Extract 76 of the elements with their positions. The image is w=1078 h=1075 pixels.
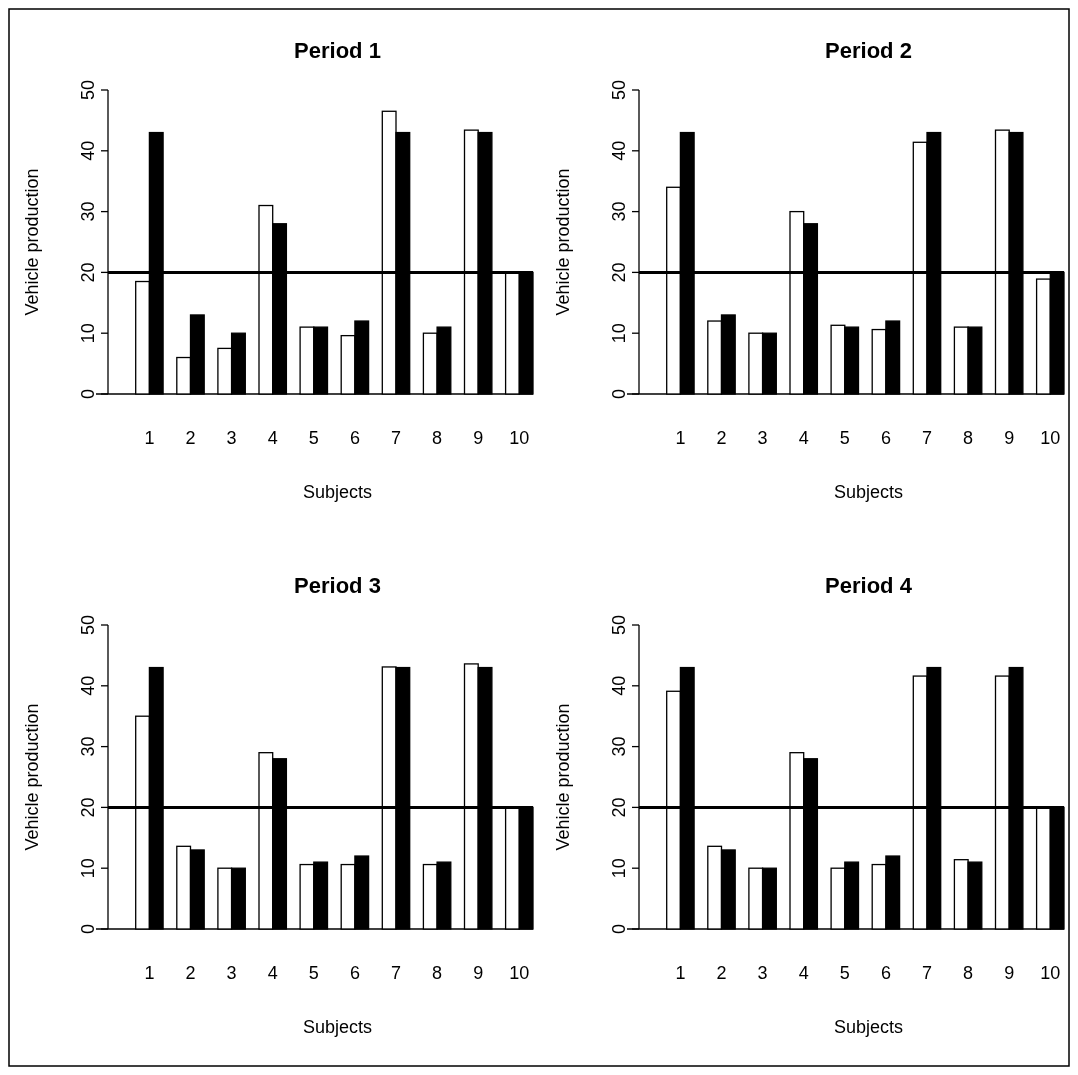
chart-title: Period 1 [294, 38, 381, 63]
y-tick-label: 0 [78, 388, 98, 400]
y-tick-label: 50 [78, 614, 98, 636]
y-tick-label: 40 [609, 140, 629, 161]
x-tick-label: 6 [880, 428, 891, 448]
x-tick-label: 10 [509, 428, 530, 448]
x-tick-label: 4 [798, 963, 809, 983]
x-tick-label: 5 [308, 428, 319, 448]
x-tick-label: 3 [757, 963, 768, 983]
y-tick-label: 50 [609, 614, 629, 636]
y-tick-label: 30 [609, 736, 629, 757]
x-tick-label: 2 [716, 428, 727, 448]
x-tick-label: 1 [144, 963, 155, 983]
y-tick-label: 50 [78, 79, 98, 101]
y-tick-label: 0 [78, 923, 98, 935]
x-tick-label: 5 [839, 428, 850, 448]
x-tick-label: 1 [675, 428, 686, 448]
x-tick-label: 6 [880, 963, 891, 983]
x-tick-label: 3 [226, 963, 237, 983]
x-axis-title: Subjects [833, 1017, 904, 1037]
y-tick-label: 0 [609, 388, 629, 400]
x-tick-label: 8 [963, 428, 974, 448]
x-tick-label: 1 [144, 428, 155, 448]
x-tick-label: 7 [390, 428, 402, 448]
x-tick-label: 10 [1040, 428, 1061, 448]
y-tick-label: 20 [78, 797, 98, 818]
x-tick-label: 5 [308, 963, 319, 983]
x-tick-label: 10 [1040, 963, 1061, 983]
y-axis-title: Vehicle production [553, 168, 573, 316]
chart-title: Period 3 [294, 573, 381, 598]
chart-title: Period 2 [825, 38, 912, 63]
x-tick-label: 4 [267, 963, 278, 983]
x-tick-label: 9 [473, 428, 484, 448]
y-axis-title: Vehicle production [22, 703, 42, 851]
y-tick-label: 10 [609, 323, 629, 344]
chart-title: Period 4 [825, 573, 913, 598]
x-tick-label: 8 [963, 963, 974, 983]
x-tick-label: 4 [267, 428, 278, 448]
x-tick-label: 2 [716, 963, 727, 983]
y-tick-label: 10 [78, 858, 98, 879]
y-axis-title: Vehicle production [553, 703, 573, 851]
y-tick-label: 10 [609, 858, 629, 879]
x-axis-title: Subjects [302, 1017, 373, 1037]
y-axis-title: Vehicle production [22, 168, 42, 316]
y-tick-label: 50 [609, 79, 629, 101]
x-tick-label: 7 [390, 963, 402, 983]
x-tick-label: 6 [349, 963, 360, 983]
x-tick-label: 2 [185, 963, 196, 983]
x-tick-label: 5 [839, 963, 850, 983]
x-tick-label: 9 [473, 963, 484, 983]
y-tick-label: 0 [609, 923, 629, 935]
x-tick-label: 3 [757, 428, 768, 448]
x-tick-label: 8 [432, 963, 443, 983]
y-tick-label: 30 [78, 736, 98, 757]
x-tick-label: 1 [675, 963, 686, 983]
y-tick-label: 20 [609, 797, 629, 818]
y-tick-label: 20 [609, 262, 629, 283]
x-tick-label: 6 [349, 428, 360, 448]
x-axis-title: Subjects [302, 482, 373, 502]
y-tick-label: 40 [609, 675, 629, 696]
x-tick-label: 9 [1004, 428, 1015, 448]
x-tick-label: 10 [509, 963, 530, 983]
y-tick-label: 30 [609, 201, 629, 222]
y-tick-label: 10 [78, 323, 98, 344]
y-tick-label: 30 [78, 201, 98, 222]
x-tick-label: 4 [798, 428, 809, 448]
y-tick-label: 40 [78, 675, 98, 696]
y-tick-label: 40 [78, 140, 98, 161]
x-tick-label: 7 [921, 428, 933, 448]
x-tick-label: 3 [226, 428, 237, 448]
y-tick-label: 20 [78, 262, 98, 283]
x-tick-label: 2 [185, 428, 196, 448]
x-tick-label: 8 [432, 428, 443, 448]
x-tick-label: 7 [921, 963, 933, 983]
x-axis-title: Subjects [833, 482, 904, 502]
x-tick-label: 9 [1004, 963, 1015, 983]
